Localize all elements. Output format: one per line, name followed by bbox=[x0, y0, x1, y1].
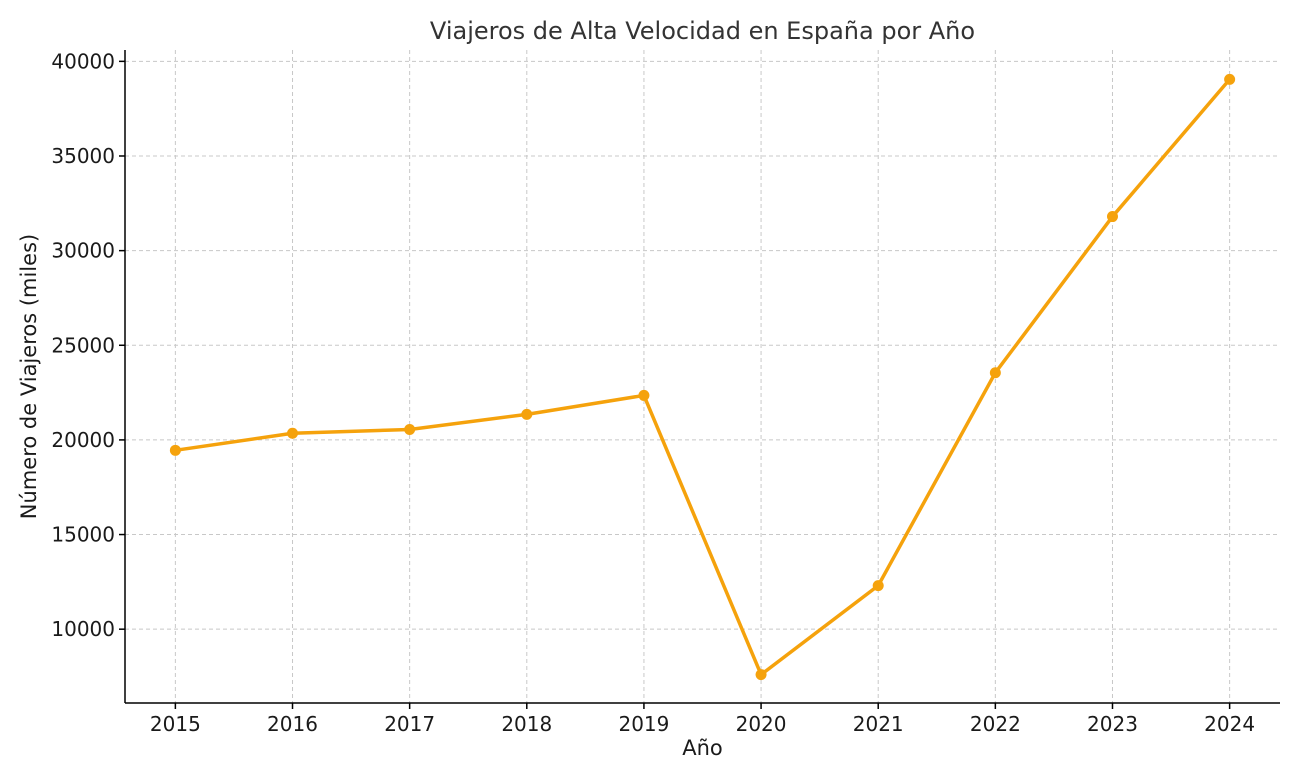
y-tick-label: 40000 bbox=[51, 49, 115, 73]
x-tick-label: 2024 bbox=[1204, 712, 1255, 736]
data-point bbox=[1224, 73, 1236, 85]
y-tick-label: 20000 bbox=[51, 428, 115, 452]
y-axis-title: Número de Viajeros (miles) bbox=[17, 234, 41, 519]
x-tick-label: 2023 bbox=[1087, 712, 1138, 736]
x-tick-label: 2015 bbox=[150, 712, 201, 736]
y-tick-label: 30000 bbox=[51, 239, 115, 263]
data-point bbox=[638, 389, 650, 401]
x-tick-label: 2019 bbox=[618, 712, 669, 736]
data-point bbox=[872, 580, 884, 592]
x-axis-title: Año bbox=[682, 736, 723, 760]
data-point bbox=[755, 669, 767, 681]
data-point bbox=[287, 427, 299, 439]
x-tick-label: 2017 bbox=[384, 712, 435, 736]
y-tick-label: 15000 bbox=[51, 523, 115, 547]
data-point bbox=[989, 367, 1001, 379]
chart-title: Viajeros de Alta Velocidad en España por… bbox=[430, 17, 975, 45]
ticks: 2015 2016 2017 2018 2019 2020 2021 2022 2023 2024… bbox=[51, 49, 1255, 736]
x-tick-label: 2020 bbox=[736, 712, 787, 736]
axes bbox=[124, 50, 1280, 704]
x-tick-label: 2021 bbox=[853, 712, 904, 736]
series-line bbox=[173, 77, 1232, 677]
x-tick-label: 2022 bbox=[970, 712, 1021, 736]
y-tick-label: 25000 bbox=[51, 333, 115, 357]
data-point bbox=[404, 423, 416, 435]
y-tick-label: 10000 bbox=[51, 617, 115, 641]
data-point bbox=[1106, 211, 1118, 223]
data-point bbox=[521, 408, 533, 420]
y-tick-label: 35000 bbox=[51, 144, 115, 168]
data-point bbox=[169, 444, 181, 456]
x-tick-label: 2018 bbox=[501, 712, 552, 736]
series bbox=[169, 73, 1236, 681]
grid bbox=[125, 50, 1280, 703]
x-tick-label: 2016 bbox=[267, 712, 318, 736]
